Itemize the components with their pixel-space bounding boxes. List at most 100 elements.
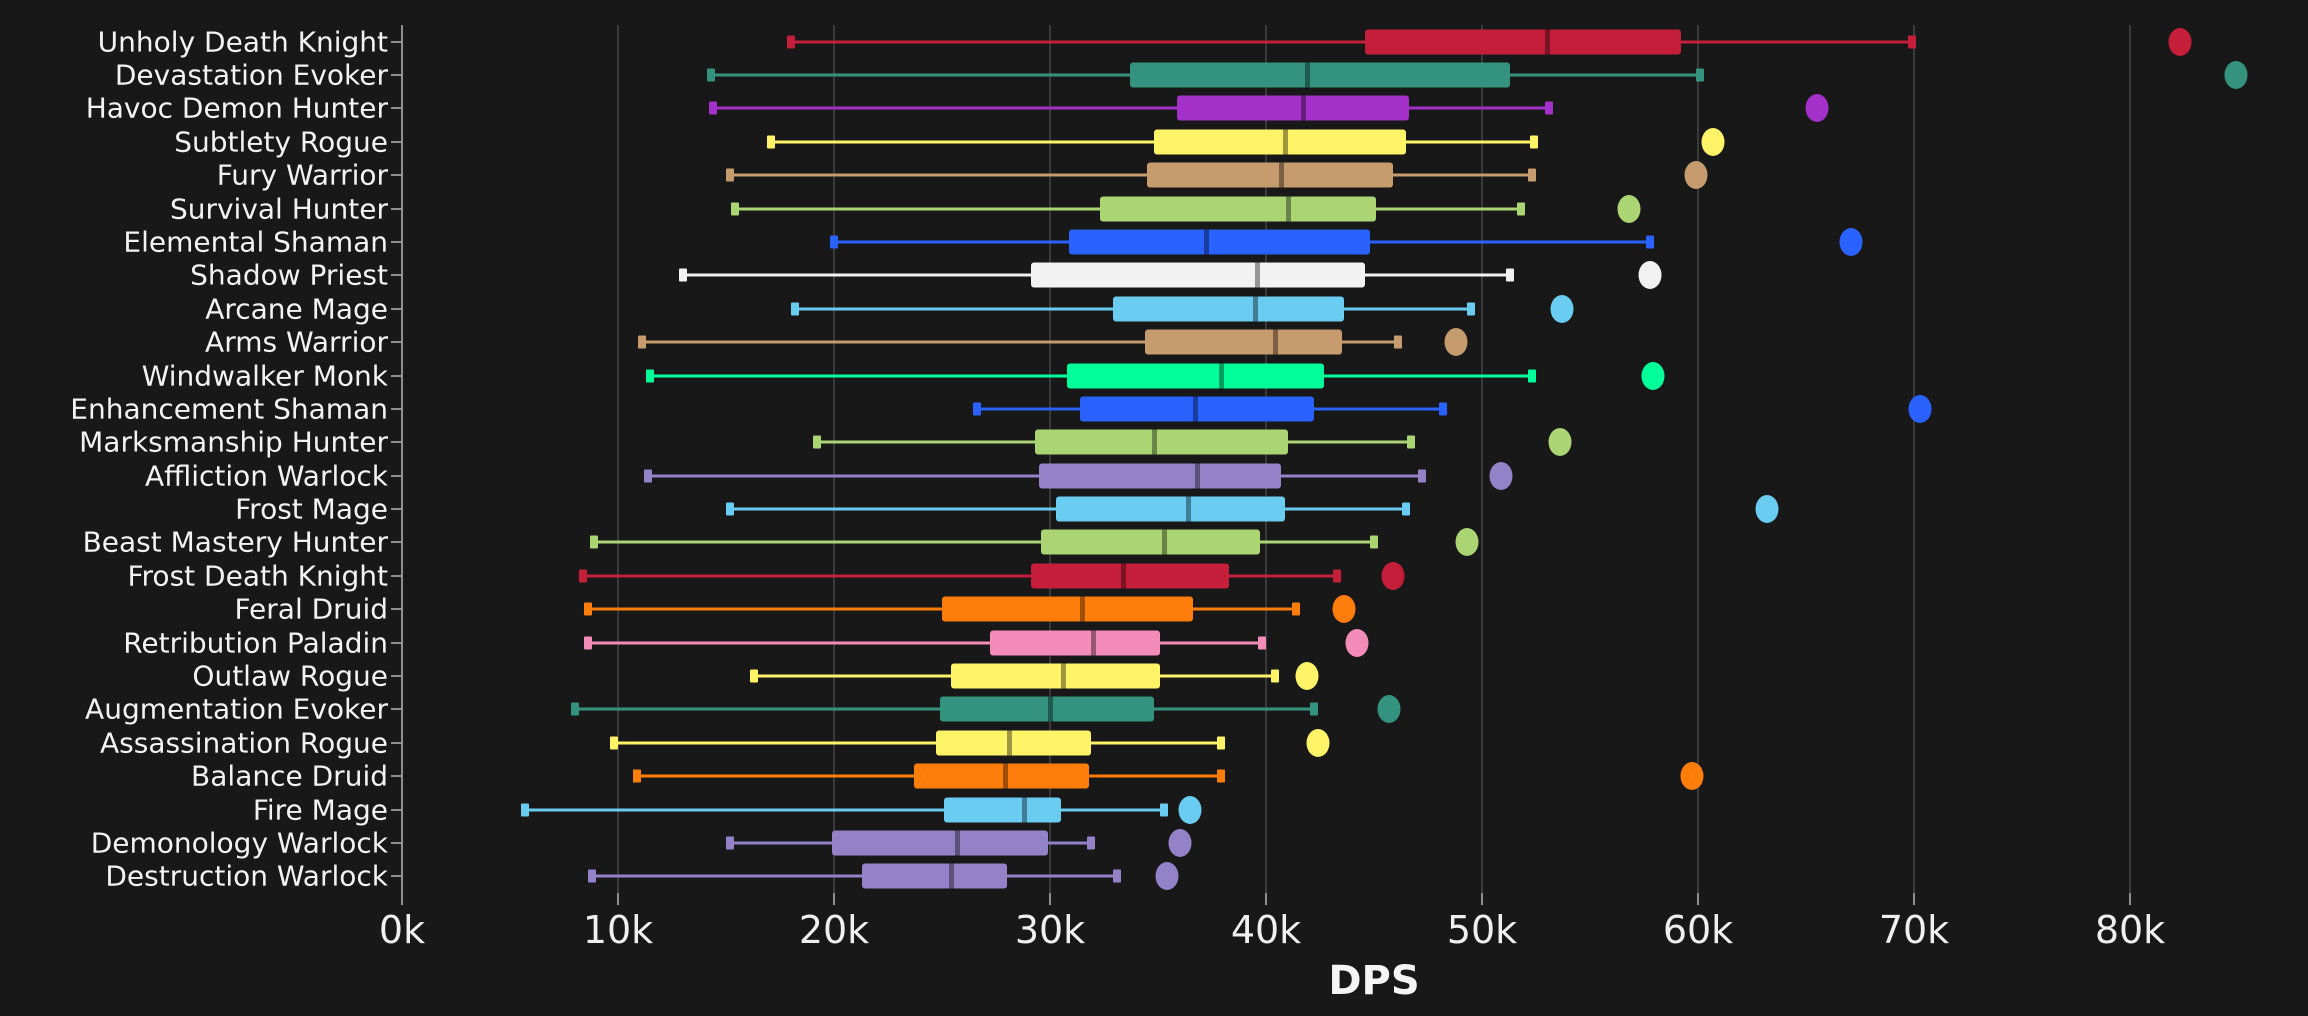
whisker-line [613,741,1221,745]
y-axis-tick [391,675,401,677]
median-line [1255,262,1261,288]
outlier-dot [1178,795,1202,824]
x-tick-label: 40k [1230,908,1302,952]
median-line [1300,95,1306,121]
median-line [1006,730,1012,756]
category-label: Enhancement Shaman [70,392,388,426]
whisker-cap-high [1527,369,1536,383]
whisker-cap-high [1160,803,1169,817]
category-label: Subtlety Rogue [174,125,388,159]
x-axis-tick [617,893,619,905]
category-label: Destruction Warlock [105,859,388,893]
x-axis-tick [1265,893,1267,905]
whisker-cap-high [1216,736,1225,750]
whisker-cap-low [521,803,530,817]
category-label: Windwalker Monk [141,359,388,393]
iqr-box [1030,262,1366,288]
iqr-box [1365,29,1681,55]
whisker-cap-low [590,535,599,549]
whisker-cap-high [1544,101,1553,115]
median-line [1203,229,1209,255]
whisker-cap-low [678,268,687,282]
x-tick-label: 0k [378,908,426,952]
whisker-cap-low [583,602,592,616]
median-line [1047,696,1053,722]
y-axis-tick [391,374,401,377]
y-axis-tick [391,174,401,177]
gridline-30k [1049,25,1051,893]
y-axis-tick [391,708,401,711]
whisker-cap-high [1696,68,1705,82]
x-tick-label: 50k [1446,908,1518,952]
outlier-dot [1839,228,1863,256]
whisker-line [525,808,1165,812]
whisker-cap-high [1646,235,1655,249]
gridline-10k [617,25,619,893]
whisker-cap-low [583,636,592,650]
iqr-box [1147,162,1394,188]
median-line [1544,29,1550,55]
whisker-cap-high [1393,335,1402,349]
y-axis-tick [391,407,401,410]
y-axis-tick [391,541,401,544]
whisker-cap-low [709,101,718,115]
whisker-cap-low [637,335,646,349]
whisker-cap-low [570,702,579,716]
x-tick-label: 60k [1662,908,1734,952]
y-axis-tick [391,508,401,511]
median-line [1186,496,1192,522]
iqr-box [1099,196,1377,222]
whisker-cap-low [730,202,739,216]
iqr-box [1067,363,1325,389]
whisker-line [771,140,1534,144]
outlier-dot [1377,695,1401,724]
iqr-box [862,863,1007,889]
iqr-box [1177,95,1409,121]
outlier-dot [1617,194,1641,223]
y-axis-tick [391,641,401,644]
outlier-dot [1444,328,1468,357]
x-tick-label: 80k [2094,908,2166,952]
median-line [1151,429,1157,455]
outlier-dot [1489,461,1513,490]
outlier-dot [1381,561,1405,590]
whisker-cap-low [786,35,795,49]
median-line [1080,596,1086,622]
x-axis-tick [401,893,403,905]
iqr-box [1069,229,1370,255]
median-line [1272,329,1278,355]
median-line [1121,563,1127,589]
whisker-cap-high [1406,435,1415,449]
category-label: Retribution Paladin [123,626,388,660]
outlier-dot [1684,161,1708,190]
outlier-dot [1680,762,1704,791]
whisker-cap-low [830,235,838,249]
y-axis-tick [391,841,401,844]
y-axis-tick [391,441,401,444]
category-label: Unholy Death Knight [97,25,388,59]
y-axis-tick [391,140,401,143]
whisker-cap-high [1087,836,1096,850]
whisker-cap-low [726,168,735,182]
iqr-box [950,663,1161,689]
category-label: Fire Mage [252,793,388,827]
y-axis-tick [391,474,401,477]
x-tick-label: 30k [1014,908,1086,952]
outlier-dot [1155,862,1179,891]
median-line [1253,296,1259,322]
outlier-dot [1805,94,1829,123]
whisker-cap-high [1527,168,1536,182]
category-label: Outlaw Rogue [192,659,388,693]
whisker-cap-high [1402,502,1411,516]
y-axis-tick [391,875,401,878]
category-label: Marksmanship Hunter [79,425,388,459]
gridline-70k [1913,25,1915,893]
category-label: Arcane Mage [205,292,388,326]
median-line [1091,630,1097,656]
y-axis-tick [391,74,401,77]
whisker-cap-low [972,402,981,416]
median-line [1218,363,1224,389]
category-label: Arms Warrior [205,325,388,359]
y-axis-tick [391,608,401,611]
